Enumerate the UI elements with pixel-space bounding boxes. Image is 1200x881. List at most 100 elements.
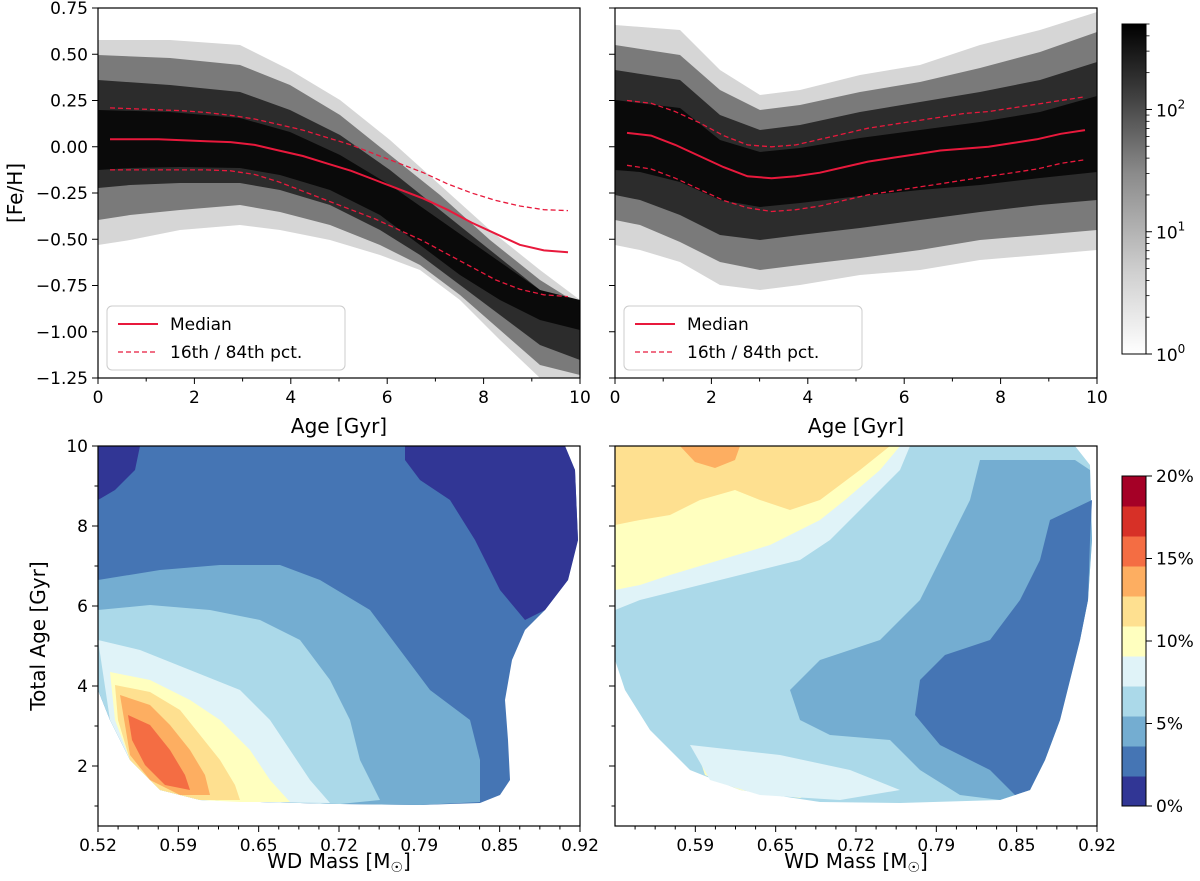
tl-xtick-label: 6 xyxy=(382,388,393,408)
br-xtick-label: 0.85 xyxy=(998,836,1036,856)
xlabel-bottom-left: WD Mass [M☉] xyxy=(267,849,411,876)
density-band-top-right xyxy=(615,12,1097,290)
tl-xtick-label: 10 xyxy=(569,388,591,408)
contour-level-1-bottom-right xyxy=(915,500,1092,795)
bl-xtick-label: 0.52 xyxy=(79,836,117,856)
contour-level-6-bottom-right xyxy=(615,446,890,525)
xticks-top-left: 0 2 4 6 8 10 xyxy=(93,378,591,408)
pct84-line-top-right xyxy=(626,96,1086,148)
xticks-bottom-left: 0.52 0.59 0.65 0.72 0.79 0.85 0.92 xyxy=(79,826,599,856)
tr-xtick-label: 10 xyxy=(1086,388,1108,408)
median-line-top-left xyxy=(110,138,569,254)
cbb-segment xyxy=(1122,686,1146,717)
tl-ytick-label: 0.75 xyxy=(50,0,88,19)
cbb-segment xyxy=(1122,776,1146,807)
cbb-segment xyxy=(1122,566,1146,597)
legend-pct-label: 16th / 84th pct. xyxy=(170,343,302,363)
xlabel-bottom-left-main: WD Mass [M xyxy=(267,849,390,873)
xlabel-bottom-right-main: WD Mass [M xyxy=(784,849,907,873)
tl-ytick-label: −0.25 xyxy=(36,184,88,204)
tr-xtick-label: 8 xyxy=(995,388,1006,408)
contour-fill-bottom-right xyxy=(615,446,1092,803)
cbb-tick-label: 15% xyxy=(1156,550,1194,570)
br-xtick-label: 0.59 xyxy=(676,836,714,856)
density-peak-top-right xyxy=(615,96,1097,207)
colorbar-bottom-ticks: 0% 5% 10% 15% 20% xyxy=(1146,467,1194,817)
cbb-segment xyxy=(1122,596,1146,627)
yticks-top-left: 0.75 0.50 0.25 0.00 −0.25 −0.50 −0.75 −1.00 −1.2… xyxy=(36,0,98,389)
pct16-line-top-right xyxy=(626,159,1086,213)
br-xtick-label: 0.79 xyxy=(917,836,955,856)
br-xtick-label: 0.65 xyxy=(757,836,795,856)
contour-level-7-bottom-right xyxy=(680,446,740,468)
cbb-segment xyxy=(1122,656,1146,687)
xticks-bottom-right: 0.59 0.65 0.72 0.79 0.85 0.92 xyxy=(634,826,1116,856)
cbb-tick-label: 0% xyxy=(1156,797,1183,817)
tr-xtick-label: 2 xyxy=(706,388,717,408)
cbt-tick-exponent: 0 xyxy=(1178,342,1186,356)
tl-xtick-label: 8 xyxy=(478,388,489,408)
pct84-line-top-left xyxy=(109,107,569,212)
panel-bottom-left: 0.52 0.59 0.65 0.72 0.79 0.85 0.92 2 4 6 8 10 WD M… xyxy=(26,437,599,876)
panel-top-left: 0 2 4 6 8 10 0.75 0.50 0.25 0.00 −0.25 −0.50 −0.75 −… xyxy=(3,0,591,438)
cbb-segment xyxy=(1122,506,1146,537)
tl-ytick-label: −0.75 xyxy=(36,277,88,297)
tr-xtick-label: 6 xyxy=(899,388,910,408)
tl-xtick-label: 4 xyxy=(285,388,296,408)
cbt-tick-base: 10 xyxy=(1156,224,1178,244)
tl-ytick-label: 0.50 xyxy=(50,45,88,65)
bl-xtick-label: 0.65 xyxy=(240,836,278,856)
legend-top-right: Median 16th / 84th pct. xyxy=(623,305,863,371)
xlabel-bottom-right: WD Mass [M☉] xyxy=(784,849,928,876)
bl-xtick-label: 0.59 xyxy=(159,836,197,856)
tl-ytick-label: 0.25 xyxy=(50,92,88,112)
ylabel-bottom-left: Total Age [Gyr] xyxy=(26,561,50,711)
legend-median-label-right: Median xyxy=(687,315,749,335)
tl-xtick-label: 2 xyxy=(189,388,200,408)
cbb-segment xyxy=(1122,536,1146,567)
xlabel-bottom-right-close: ] xyxy=(920,849,928,873)
ylabel-top-left: [Fe/H] xyxy=(3,163,27,223)
br-xtick-label: 0.72 xyxy=(837,836,875,856)
cbb-tick-label: 20% xyxy=(1156,467,1194,487)
legend-box-top-right xyxy=(623,305,863,371)
cbb-tick-label: 5% xyxy=(1156,715,1183,735)
density-peak-top-left xyxy=(98,110,580,330)
cbt-tick-base: 10 xyxy=(1156,101,1178,121)
xlabel-bottom-right-symbol: ☉ xyxy=(907,860,920,876)
tl-xtick-label: 0 xyxy=(93,388,104,408)
cbb-segment xyxy=(1122,746,1146,777)
cbt-tick-base: 10 xyxy=(1156,346,1178,366)
bl-ytick-label: 2 xyxy=(77,757,88,777)
tl-ytick-label: −0.50 xyxy=(36,230,88,250)
bl-xtick-label: 0.92 xyxy=(561,836,599,856)
contour-level-4b-bottom-right xyxy=(690,745,900,800)
xlabel-bottom-left-close: ] xyxy=(403,849,411,873)
yticks-top-right xyxy=(609,7,615,379)
panel-top-right: 0 2 4 6 8 10 Age [Gyr] Median 16th / 84th pct… xyxy=(609,7,1108,438)
br-xtick-label: 0.92 xyxy=(1078,836,1116,856)
xlabel-top-right: Age [Gyr] xyxy=(808,414,904,438)
cbt-tick-exponent: 1 xyxy=(1178,220,1186,234)
xlabel-bottom-left-symbol: ☉ xyxy=(390,860,403,876)
legend-box-top-left xyxy=(106,305,346,371)
yticks-bottom-left: 2 4 6 8 10 xyxy=(66,437,98,807)
bl-ytick-label: 10 xyxy=(66,437,88,457)
colorbar-bottom-segments xyxy=(1122,476,1146,807)
yticks-bottom-right xyxy=(609,445,615,807)
bl-xtick-label: 0.72 xyxy=(320,836,358,856)
tr-xtick-label: 0 xyxy=(610,388,621,408)
contour-level-8-bottom-left xyxy=(128,715,190,790)
cbb-segment xyxy=(1122,716,1146,747)
pct16-line-top-left xyxy=(110,169,569,298)
contour-level-0a-bottom-left xyxy=(98,446,140,500)
cbt-tick-label: 102 xyxy=(1156,97,1185,121)
bl-ytick-label: 6 xyxy=(77,597,88,617)
cbb-segment xyxy=(1122,626,1146,657)
median-line-top-right xyxy=(626,129,1086,180)
contour-level-0b-bottom-left xyxy=(405,446,578,620)
cbt-tick-label: 101 xyxy=(1156,220,1185,244)
